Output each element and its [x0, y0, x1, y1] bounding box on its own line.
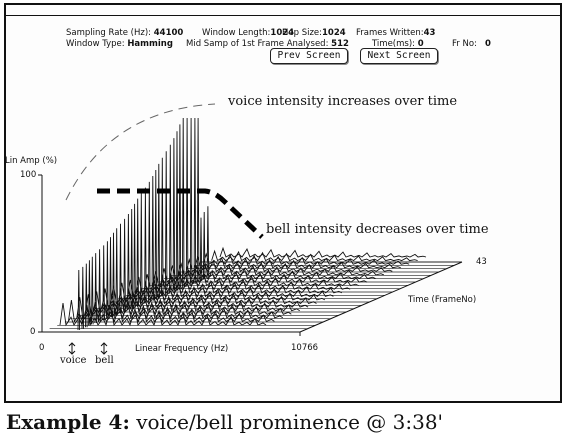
caption-label: Example 4: [6, 410, 130, 434]
frames-written-readout: Frames Written:43 [356, 28, 435, 38]
mid-samp-readout: Mid Samp of 1st Frame Analysed: 512 [186, 39, 349, 49]
caption-text: voice/bell prominence @ 3:38' [136, 410, 444, 434]
window-type-readout: Window Type: Hamming [66, 39, 173, 49]
spectral-peaks [59, 117, 427, 331]
fr-no-label: Fr No: [452, 39, 477, 49]
voice-marker-icon [68, 342, 76, 355]
window-type-label: Window Type: [66, 39, 125, 49]
hop-size-label: Hop Size: [282, 28, 323, 38]
y-axis-label: Lin Amp (%) [5, 156, 58, 166]
hop-size-value: 1024 [322, 28, 346, 38]
spectral-peak-traces [59, 117, 427, 331]
voice-trend-arc [65, 103, 216, 201]
depth-axis-line [299, 261, 463, 333]
window-length-label: Window Length: [202, 28, 271, 38]
x-tick-min-label: 0 [39, 343, 45, 353]
figure-caption: Example 4: voice/bell prominence @ 3:38' [6, 410, 443, 434]
bell-trend-line [97, 188, 264, 239]
x-tick-max-label: 10766 [291, 343, 319, 353]
mid-samp-value: 512 [331, 39, 349, 49]
frames-written-label: Frames Written: [356, 28, 424, 38]
time-label: Time(ms): [372, 39, 416, 49]
hop-size-readout: Hop Size:1024 [282, 28, 346, 38]
y-tick-max-label: 100 [20, 170, 37, 180]
depth-tick-max-label: 43 [476, 257, 487, 267]
x-axis-label: Linear Frequency (Hz) [135, 344, 229, 354]
prev-screen-button[interactable]: Prev Screen [270, 48, 348, 64]
voice-annotation: voice intensity increases over time [228, 94, 458, 109]
spectrogram-window [4, 3, 562, 403]
frames-written-value: 43 [423, 28, 436, 38]
bell-marker-label: bell [95, 355, 114, 366]
y-tick-min-label: 0 [30, 327, 36, 337]
window-length-readout: Window Length:1024 [202, 28, 294, 38]
header-divider [6, 15, 560, 16]
window-length-value: 1024 [270, 28, 295, 38]
fr-no-readout: Fr No: 0 [452, 39, 491, 49]
window-type-value: Hamming [127, 39, 173, 49]
time-slice-baselines [42, 261, 462, 333]
bell-marker-icon [100, 342, 108, 355]
depth-axis-label: Time (FrameNo) [408, 295, 477, 305]
bell-annotation: bell intensity decreases over time [266, 222, 489, 237]
mid-samp-label: Mid Samp of 1st Frame Analysed: [186, 39, 329, 49]
sampling-rate-value: 44100 [153, 28, 184, 38]
fr-no-value: 0 [485, 39, 491, 49]
next-screen-button[interactable]: Next Screen [360, 48, 438, 64]
voice-marker-label: voice [60, 355, 87, 366]
time-value: 0 [417, 39, 424, 49]
time-readout: Time(ms): 0 [372, 39, 424, 49]
sampling-rate-readout: Sampling Rate (Hz): 44100 [66, 28, 183, 38]
sampling-rate-label: Sampling Rate (Hz): [66, 28, 152, 38]
